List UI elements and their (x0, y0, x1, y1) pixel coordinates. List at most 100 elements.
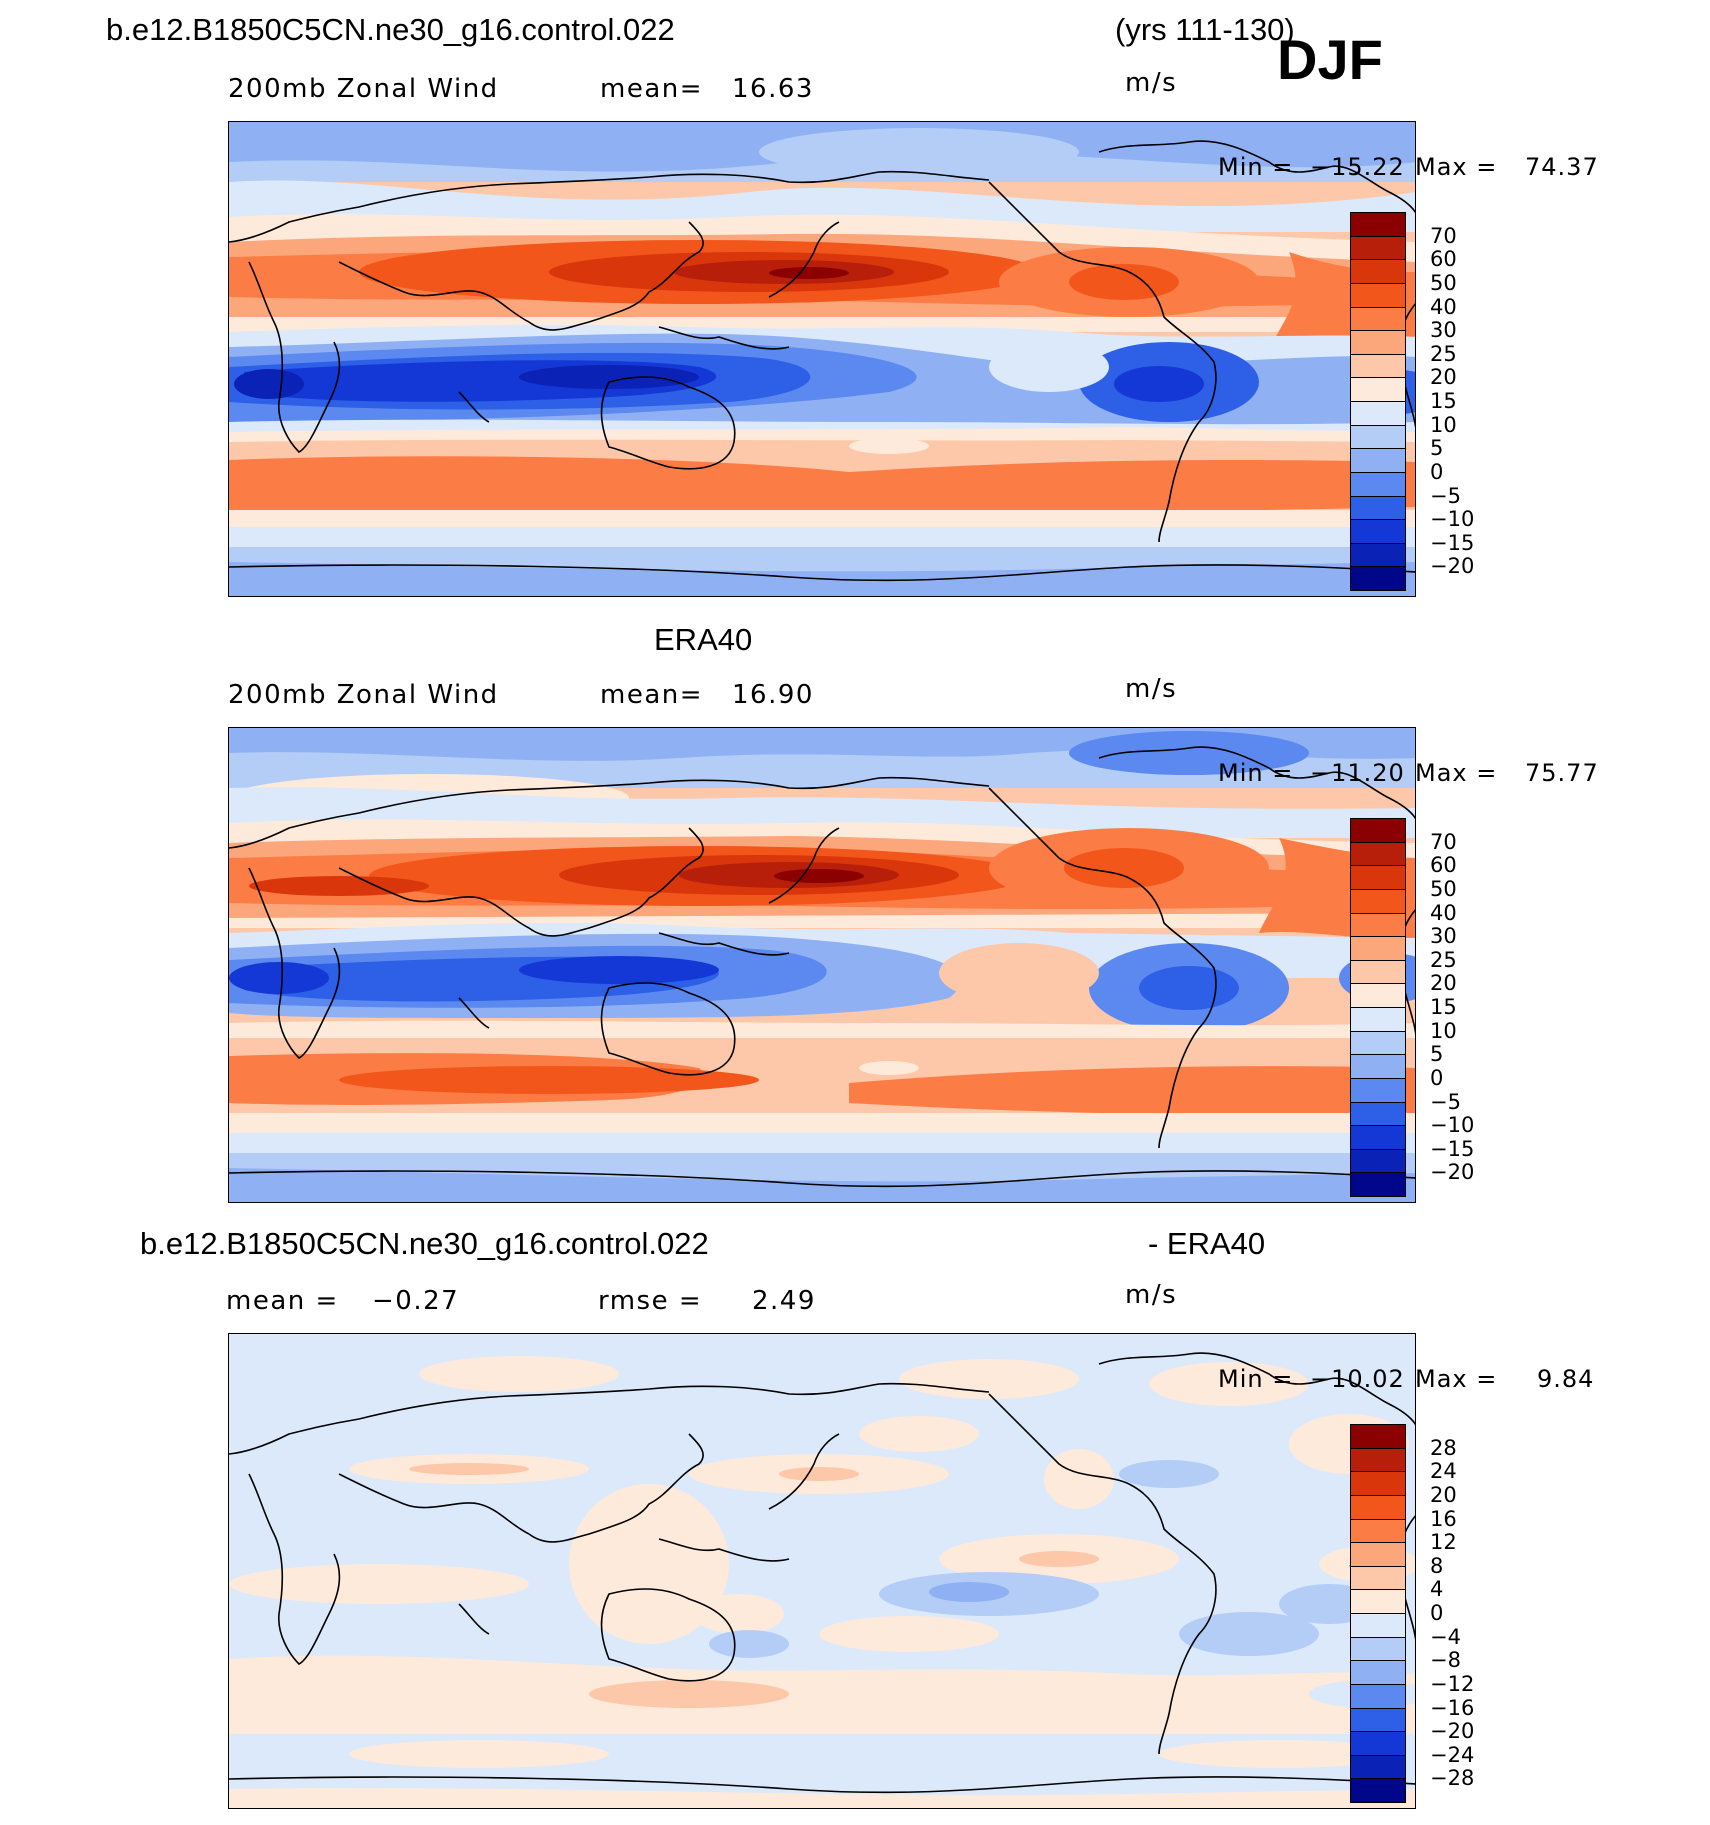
panel-obs-mean-value: 16.90 (732, 680, 814, 710)
colorbar-swatch (1350, 1683, 1406, 1709)
colorbar-swatch (1350, 1424, 1406, 1449)
colorbar-swatch (1350, 566, 1406, 591)
panel-model-mean-label: mean= (600, 74, 704, 104)
panel-model-contours (229, 122, 1415, 596)
colorbar-swatch (1350, 936, 1406, 961)
panel-model-variable: 200mb Zonal Wind (228, 74, 499, 104)
colorbar-swatch (1350, 983, 1406, 1008)
panel-model-min-value: −15.22 (1310, 153, 1405, 181)
colorbar-label: 70 (1430, 829, 1457, 854)
colorbar-swatch (1350, 1518, 1406, 1544)
panel-diff-map (228, 1333, 1416, 1809)
colorbar-swatch (1350, 1660, 1406, 1685)
colorbar-label: 20 (1430, 1482, 1457, 1507)
panel-model-units: m/s (1125, 68, 1178, 98)
colorbar-label: 8 (1430, 1553, 1444, 1578)
colorbar-label: 0 (1430, 1601, 1444, 1625)
colorbar-swatch (1350, 1565, 1406, 1591)
panel-model-min-label: Min = (1218, 153, 1294, 181)
colorbar-swatch (1350, 959, 1406, 985)
colorbar-swatch (1350, 495, 1406, 521)
colorbar-swatch (1350, 841, 1406, 867)
panel-diff-colorbar: 28 24 20 16 12 8 4 0 −4 −8 −12 −16 −20 −24 −28 (1350, 1424, 1474, 1803)
colorbar-label: 0 (1430, 459, 1444, 484)
colorbar-swatch (1350, 1613, 1406, 1638)
colorbar-swatch (1350, 1707, 1406, 1733)
colorbar-label: 30 (1430, 924, 1457, 949)
colorbar-label: 15 (1430, 389, 1457, 413)
colorbar-label: 60 (1430, 247, 1457, 272)
panel-diff-min-value: −10.02 (1310, 1365, 1405, 1393)
panel-diff-title-right: - ERA40 (1148, 1226, 1266, 1261)
colorbar-swatch (1350, 1125, 1406, 1150)
colorbar-swatch (1350, 1731, 1406, 1756)
panel-obs-min-label: Min = (1218, 759, 1294, 787)
colorbar-swatch (1350, 865, 1406, 890)
colorbar-label: 4 (1430, 1577, 1444, 1602)
panel-diff-rmse-label: rmse = (598, 1286, 703, 1316)
panel-diff-mean-label: mean = (226, 1286, 339, 1316)
colorbar-swatch (1350, 212, 1406, 237)
panel-obs-coastlines (229, 746, 1415, 1188)
colorbar-swatch (1350, 330, 1406, 355)
panel-diff-contours (229, 1334, 1415, 1808)
panel-model-max-label: Max = (1415, 153, 1498, 181)
colorbar-label: 20 (1430, 971, 1457, 996)
colorbar-label: 60 (1430, 853, 1457, 878)
colorbar-swatch (1350, 1471, 1406, 1496)
colorbar-swatch (1350, 282, 1406, 308)
colorbar-swatch (1350, 306, 1406, 332)
colorbar-label: −5 (1430, 483, 1461, 508)
colorbar-label: 28 (1430, 1435, 1457, 1460)
colorbar-label: 40 (1430, 900, 1457, 925)
panel-obs-colorbar: 70 60 50 40 30 25 20 15 10 5 0 −5 −10 −15 −20 (1350, 818, 1474, 1197)
colorbar-swatch (1350, 818, 1406, 843)
colorbar-label: −8 (1430, 1648, 1461, 1673)
panel-obs-max-value: 75.77 (1525, 759, 1599, 787)
colorbar-label: −24 (1430, 1742, 1475, 1767)
colorbar-label: 16 (1430, 1506, 1457, 1531)
colorbar-swatch (1350, 519, 1406, 544)
colorbar-label: 70 (1430, 223, 1457, 248)
colorbar-swatch (1350, 1778, 1406, 1803)
colorbar-label: 50 (1430, 876, 1457, 901)
colorbar-label: 40 (1430, 294, 1457, 319)
colorbar-swatch (1350, 1494, 1406, 1520)
panel-obs-variable: 200mb Zonal Wind (228, 680, 499, 710)
case-title: b.e12.B1850C5CN.ne30_g16.control.022 (106, 12, 675, 47)
colorbar-swatch (1350, 377, 1406, 402)
colorbar-label: 5 (1430, 436, 1444, 461)
colorbar-label: −15 (1430, 530, 1475, 555)
panel-model-colorbar: 70 60 50 40 30 25 20 15 10 5 0 −5 −10 −15 −20 (1350, 212, 1474, 591)
colorbar-label: 24 (1430, 1459, 1457, 1484)
colorbar-swatch (1350, 1101, 1406, 1127)
colorbar-label: 12 (1430, 1530, 1457, 1555)
panel-obs-min-value: −11.20 (1310, 759, 1405, 787)
colorbar-swatch (1350, 1636, 1406, 1662)
colorbar-label: 25 (1430, 947, 1457, 972)
panel-obs-title: ERA40 (654, 622, 753, 657)
colorbar-swatch (1350, 1589, 1406, 1614)
colorbar-swatch (1350, 1172, 1406, 1197)
colorbar-swatch (1350, 542, 1406, 568)
panel-model-mean-value: 16.63 (732, 74, 814, 104)
colorbar-label: 10 (1430, 1018, 1457, 1043)
panel-obs-contours (229, 728, 1415, 1202)
colorbar-label: −5 (1430, 1089, 1461, 1114)
colorbar-label: −20 (1430, 1719, 1475, 1744)
colorbar-label: −28 (1430, 1766, 1475, 1791)
colorbar-swatch (1350, 1447, 1406, 1473)
colorbar-swatch (1350, 1542, 1406, 1567)
panel-diff-min-label: Min = (1218, 1365, 1294, 1393)
colorbar-swatch (1350, 912, 1406, 938)
colorbar-label: −20 (1430, 1160, 1475, 1185)
colorbar-swatch (1350, 424, 1406, 450)
panel-model-max-value: 74.37 (1525, 153, 1599, 181)
panel-model-map (228, 121, 1416, 597)
panel-obs-units: m/s (1125, 674, 1178, 704)
colorbar-label: −10 (1430, 507, 1475, 532)
colorbar-swatch (1350, 1077, 1406, 1103)
colorbar-swatch (1350, 401, 1406, 426)
panel-obs-max-label: Max = (1415, 759, 1498, 787)
